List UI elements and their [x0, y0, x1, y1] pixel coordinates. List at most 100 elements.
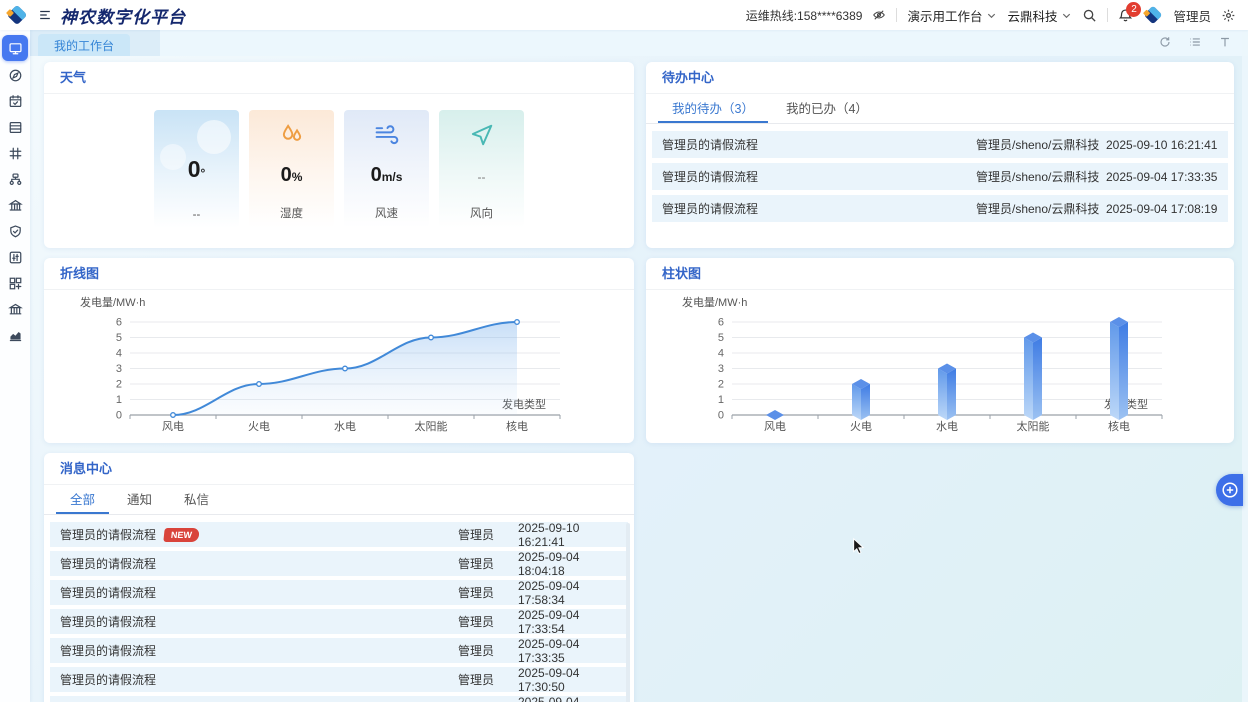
sidebar-item-bank-columns[interactable] [2, 297, 28, 321]
org-select[interactable]: 云鼎科技 [1007, 6, 1072, 25]
message-row[interactable]: 管理员的请假流程 管理员 2025-09-04 17:58:34 [50, 579, 628, 607]
weather-label: -- [192, 209, 201, 221]
sidebar-item-table-list[interactable] [2, 115, 28, 139]
refresh-icon[interactable] [1158, 35, 1172, 49]
svg-text:火电: 火电 [850, 420, 872, 433]
page-scrollbar[interactable] [1242, 30, 1248, 702]
weather-value: 0° [187, 156, 206, 182]
bank-columns-icon [7, 303, 23, 314]
menu-collapse-icon[interactable] [38, 8, 52, 22]
droplets-icon [282, 124, 301, 141]
workspace-select[interactable]: 演示用工作台 [907, 6, 997, 25]
message-row[interactable]: 管理员的请假流程 管理员 2025-09-04 18:04:18 [50, 549, 628, 578]
message-row-owner: 管理员 [458, 557, 495, 571]
svg-text:太阳能: 太阳能 [415, 419, 448, 433]
message-row-time: 2025-09-04 17:28:14 [518, 694, 580, 702]
shield-check-icon [9, 224, 21, 237]
sidebar-item-components[interactable] [2, 271, 28, 295]
message-row-title: 管理员的请假流程 NEW [60, 526, 458, 543]
message-row-time: 2025-09-10 16:21:41 [518, 520, 580, 549]
weather-label: 风向 [470, 208, 493, 220]
sidebar-item-panel-sliders[interactable] [2, 245, 28, 269]
fab-plus-button[interactable] [1216, 474, 1243, 506]
search-icon[interactable] [1082, 8, 1097, 23]
chevron-down-icon [986, 10, 997, 21]
message-row-time: 2025-09-04 18:04:18 [518, 549, 580, 578]
message-row-owner: 管理员 [458, 644, 495, 658]
sidebar-item-monitor[interactable] [2, 35, 28, 61]
weather-value: 0% [280, 164, 303, 186]
hotline-text: 运维热线:158****6389 [745, 8, 863, 23]
user-name[interactable]: 管理员 [1173, 9, 1211, 24]
todo-row-time: 2025-09-10 16:21:41 [1106, 137, 1218, 152]
sidebar-item-hash[interactable] [2, 141, 28, 165]
message-row-title: 管理员的请假流程 [60, 644, 157, 658]
todo-row[interactable]: 管理员的请假流程 管理员/sheno/云鼎科技 2025-09-04 17:33:3… [652, 163, 1228, 190]
sidebar-item-calendar-check[interactable] [2, 89, 28, 113]
message-row[interactable]: 管理员的请假流程 NEW 管理员 2025-09-10 16:21:41 [50, 520, 628, 549]
message-row-title: 管理员的请假流程 [60, 586, 157, 600]
message-tab-0[interactable]: 全部 [56, 485, 110, 514]
area-chart-icon [9, 331, 21, 341]
svg-text:6: 6 [718, 317, 724, 329]
notification-bell-icon[interactable]: 2 [1118, 1, 1142, 23]
wind-icon [375, 125, 398, 145]
calendar-check-icon [9, 94, 21, 107]
line-chart-card: 折线图 0 1 2 3 4 5 6 风电 火电 水电 太阳能 核电 发电量/MW·h 发电类型 [44, 258, 634, 443]
message-row[interactable]: 管理员的请假流程 管理员 2025-09-04 17:33:35 [50, 637, 628, 665]
message-row-title: 管理员的请假流程 [60, 673, 157, 687]
user-avatar[interactable] [1143, 5, 1163, 25]
sidebar-item-compass[interactable] [2, 63, 28, 87]
sidebar-item-org-tree[interactable] [2, 167, 28, 191]
svg-text:2: 2 [718, 379, 724, 391]
todo-card-title: 待办中心 [646, 62, 1234, 94]
todo-row-time: 2025-09-04 17:08:19 [1106, 201, 1218, 216]
message-row[interactable]: 管理员的请假流程 管理员 2025-09-04 17:30:50 [50, 665, 628, 694]
list-menu-icon[interactable] [1188, 35, 1202, 49]
weather-value: -- [477, 170, 486, 184]
sidebar-item-shield-check[interactable] [2, 219, 28, 243]
app-header: 神农数字化平台 运维热线:158****6389 演示用工作台 云鼎科技 2 [0, 0, 1248, 30]
todo-row[interactable]: 管理员的请假流程 管理员/sheno/云鼎科技 2025-09-04 17:08:1… [652, 195, 1228, 222]
weather-tile-humidity: 0% 湿度 [249, 110, 334, 228]
svg-text:核电: 核电 [506, 419, 528, 433]
svg-text:太阳能: 太阳能 [1017, 419, 1050, 433]
todo-row-owner: 管理员/sheno/云鼎科技 [976, 170, 1100, 184]
message-row-owner: 管理员 [458, 615, 495, 629]
svg-text:火电: 火电 [248, 420, 270, 433]
message-row-owner: 管理员 [458, 528, 495, 542]
todo-card: 待办中心 我的待办（3） 我的已办（4） 管理员的请假流程 管理员/sheno/云鼎… [646, 62, 1234, 248]
svg-text:3: 3 [718, 363, 724, 375]
todo-tab-1[interactable]: 我的已办（4） [785, 102, 868, 116]
todo-tab-0[interactable]: 我的待办（3） [658, 94, 768, 123]
message-list-scrollbar[interactable] [626, 523, 630, 702]
components-icon [9, 277, 21, 289]
settings-gear-icon[interactable] [1221, 8, 1236, 23]
chevron-down-icon [1061, 10, 1072, 21]
divider [896, 8, 898, 22]
message-row[interactable]: 管理员的请假流程 管理员 2025-09-04 17:33:54 [50, 608, 628, 636]
todo-row[interactable]: 管理员的请假流程 管理员/sheno/云鼎科技 2025-09-10 16:21:4… [652, 131, 1228, 158]
svg-text:水电: 水电 [936, 420, 958, 433]
todo-row-owner: 管理员/sheno/云鼎科技 [976, 202, 1100, 216]
workspace-select-value: 演示用工作台 [907, 9, 983, 24]
message-row-time: 2025-09-04 17:30:50 [518, 665, 580, 694]
app-title: 神农数字化平台 [60, 7, 186, 27]
sidebar-item-area-chart[interactable] [2, 323, 28, 347]
svg-text:2: 2 [116, 379, 122, 391]
dashboard-content: 天气 0° -- 0% 湿度 0m/s 风速 -- 风向 待办中心 我的待办（3） 我的已办（4… [30, 56, 1248, 702]
tab-my-workbench[interactable]: 我的工作台 [38, 34, 131, 56]
todo-row-title: 管理员的请假流程 [662, 138, 759, 152]
svg-text:发电量/MW·h: 发电量/MW·h [682, 295, 747, 309]
panel-sliders-icon [9, 251, 21, 263]
message-tab-2[interactable]: 私信 [184, 493, 210, 507]
eye-off-icon[interactable] [872, 8, 886, 22]
message-tab-1[interactable]: 通知 [127, 493, 153, 507]
weather-label: 湿度 [280, 208, 303, 220]
collapse-top-icon[interactable] [1218, 35, 1232, 49]
sidebar-item-bank[interactable] [2, 193, 28, 217]
hash-icon [9, 147, 21, 159]
sidebar [0, 30, 30, 702]
